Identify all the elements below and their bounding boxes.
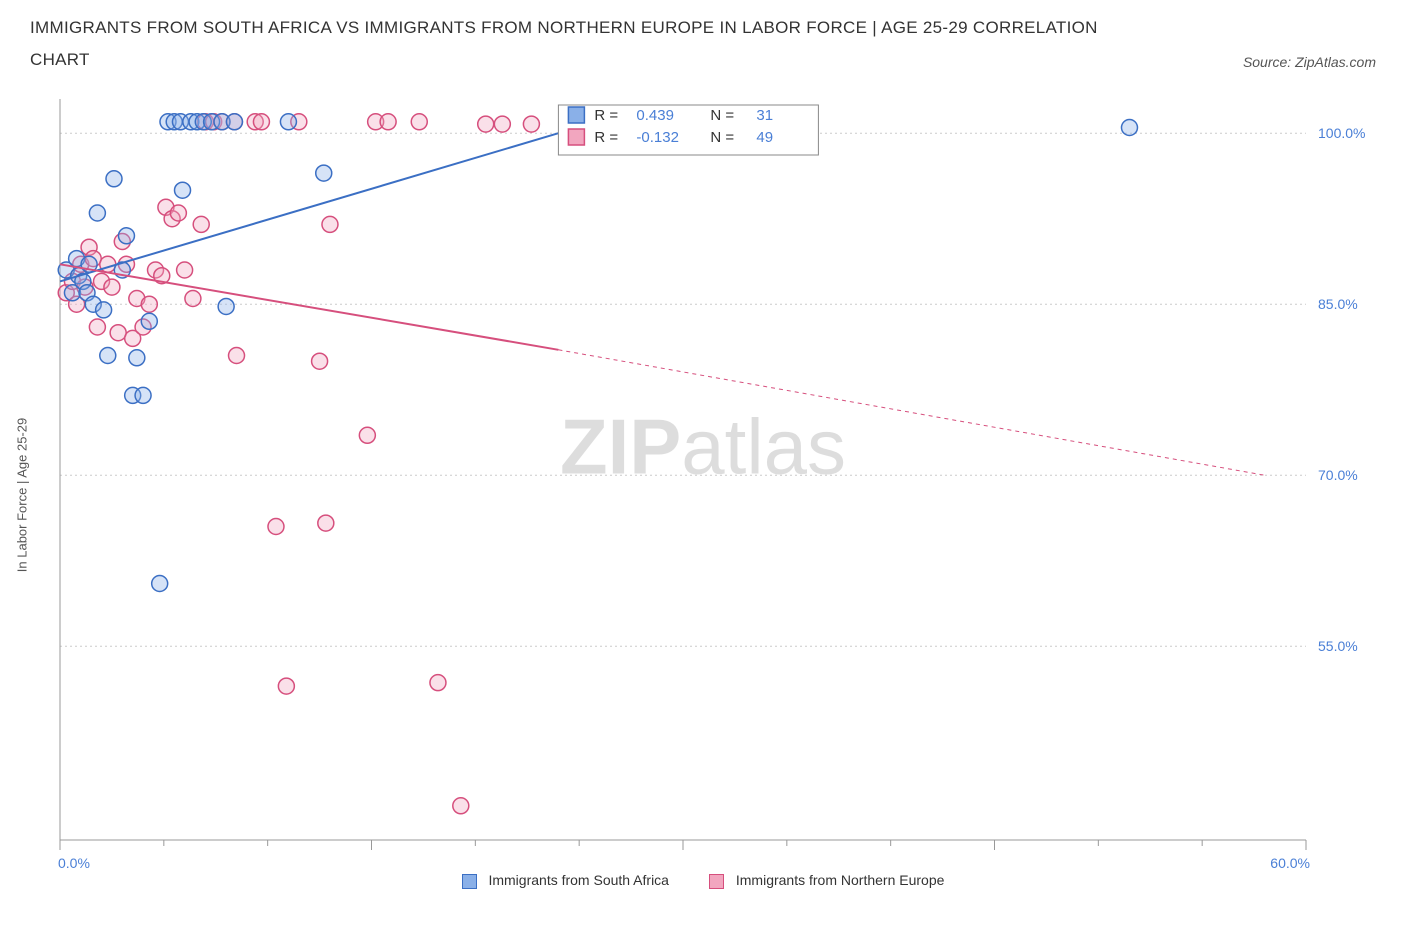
legend-swatch-northern-europe [709,874,724,889]
svg-text:55.0%: 55.0% [1318,638,1358,654]
svg-text:R =: R = [594,129,618,146]
chart-title-row: IMMIGRANTS FROM SOUTH AFRICA VS IMMIGRAN… [0,0,1406,42]
bottom-legend: Immigrants from South Africa Immigrants … [30,872,1376,889]
svg-text:70.0%: 70.0% [1318,467,1358,483]
svg-text:60.0%: 60.0% [1270,855,1310,871]
legend-swatch-south-africa [462,874,477,889]
svg-text:0.0%: 0.0% [58,855,90,871]
legend-item-south-africa: Immigrants from South Africa [462,872,669,889]
svg-text:N =: N = [710,107,734,124]
legend-label-northern-europe: Immigrants from Northern Europe [736,872,945,888]
chart-subtitle-row: CHART Source: ZipAtlas.com [0,42,1406,74]
y-axis-label: In Labor Force | Age 25-29 [15,418,30,572]
svg-text:85.0%: 85.0% [1318,296,1358,312]
legend-label-south-africa: Immigrants from South Africa [488,872,669,888]
svg-text:N =: N = [710,129,734,146]
svg-text:R =: R = [594,107,618,124]
chart-container: In Labor Force | Age 25-29 ZIPatlas 55.0… [30,95,1376,895]
svg-text:49: 49 [756,129,773,146]
chart-title: IMMIGRANTS FROM SOUTH AFRICA VS IMMIGRAN… [30,18,1376,38]
chart-subtitle: CHART [30,50,90,70]
svg-text:-0.132: -0.132 [636,129,679,146]
svg-text:0.439: 0.439 [636,107,674,124]
svg-text:100.0%: 100.0% [1318,125,1365,141]
svg-text:31: 31 [756,107,773,124]
source-label: Source: ZipAtlas.com [1243,54,1376,70]
legend-item-northern-europe: Immigrants from Northern Europe [709,872,944,889]
scatter-chart: 55.0% 70.0% 85.0% 100.0% 0.0% 60.0% R = 0.439 N … [30,95,1376,895]
